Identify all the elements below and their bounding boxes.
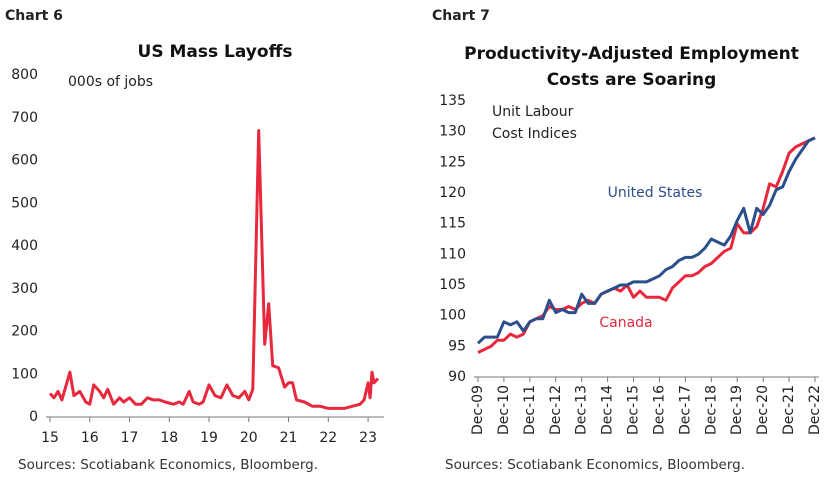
y-tick-label: 120 bbox=[439, 185, 466, 201]
x-tick-label: 21 bbox=[280, 430, 298, 446]
x-tick-label: Dec-10 bbox=[496, 385, 512, 435]
y-tick-label: 700 bbox=[11, 110, 38, 126]
y-tick-label: 90 bbox=[448, 369, 466, 385]
y-tick-label: 105 bbox=[439, 277, 466, 293]
x-tick-label: Dec-20 bbox=[755, 385, 771, 435]
y-tick-label: 300 bbox=[11, 281, 38, 297]
annotation: Cost Indices bbox=[492, 126, 577, 142]
y-tick-label: 125 bbox=[439, 154, 466, 170]
x-tick-label: Dec-14 bbox=[600, 385, 616, 435]
x-tick-label: Dec-17 bbox=[677, 385, 693, 435]
x-tick-label: Dec-11 bbox=[522, 385, 538, 435]
source: Sources: Scotiabank Economics, Bloomberg… bbox=[18, 457, 318, 473]
series-line bbox=[48, 129, 380, 410]
y-tick-label: 100 bbox=[11, 366, 38, 382]
x-tick-label: Dec-13 bbox=[574, 385, 590, 435]
source: Sources: Scotiabank Economics, Bloomberg… bbox=[445, 457, 745, 473]
y-tick-label: 500 bbox=[11, 195, 38, 211]
chart-label: Chart 6 bbox=[5, 8, 63, 24]
series-label: United States bbox=[608, 185, 703, 201]
x-tick-label: Dec-19 bbox=[729, 385, 745, 435]
y-tick-label: 135 bbox=[439, 93, 466, 109]
y-tick-label: 400 bbox=[11, 238, 38, 254]
x-tick-label: 15 bbox=[41, 430, 59, 446]
x-tick-label: 23 bbox=[359, 430, 377, 446]
annotation: 000s of jobs bbox=[68, 74, 153, 90]
x-tick-label: Dec-15 bbox=[626, 385, 642, 435]
x-tick-label: Dec-21 bbox=[781, 385, 797, 435]
y-tick-label: 110 bbox=[439, 246, 466, 262]
x-tick-label: 16 bbox=[81, 430, 99, 446]
x-tick-label: 17 bbox=[121, 430, 139, 446]
y-tick-label: 800 bbox=[11, 67, 38, 83]
x-tick-label: Dec-18 bbox=[703, 385, 719, 435]
x-tick-label: Dec-16 bbox=[651, 385, 667, 435]
x-tick-label: 20 bbox=[240, 430, 258, 446]
x-tick-label: 18 bbox=[160, 430, 178, 446]
y-tick-label: 95 bbox=[448, 338, 466, 354]
x-tick-label: Dec-12 bbox=[548, 385, 564, 435]
y-tick-label: 100 bbox=[439, 308, 466, 324]
x-tick-label: Dec-09 bbox=[470, 385, 486, 435]
y-tick-label: 0 bbox=[29, 409, 38, 425]
chart-title: Productivity-Adjusted Employment Costs ar… bbox=[464, 44, 799, 90]
annotation: Unit Labour bbox=[492, 104, 574, 120]
series-label: Canada bbox=[599, 315, 652, 331]
chart-label: Chart 7 bbox=[432, 8, 490, 24]
chart-title: US Mass Layoffs bbox=[138, 42, 293, 62]
y-tick-label: 115 bbox=[439, 216, 466, 232]
x-tick-label: 22 bbox=[319, 430, 337, 446]
series-line bbox=[476, 136, 816, 345]
x-tick-label: Dec-22 bbox=[807, 385, 823, 435]
y-tick-label: 200 bbox=[11, 324, 38, 340]
y-tick-label: 130 bbox=[439, 124, 466, 140]
y-tick-label: 600 bbox=[11, 153, 38, 169]
x-tick-label: 19 bbox=[200, 430, 218, 446]
